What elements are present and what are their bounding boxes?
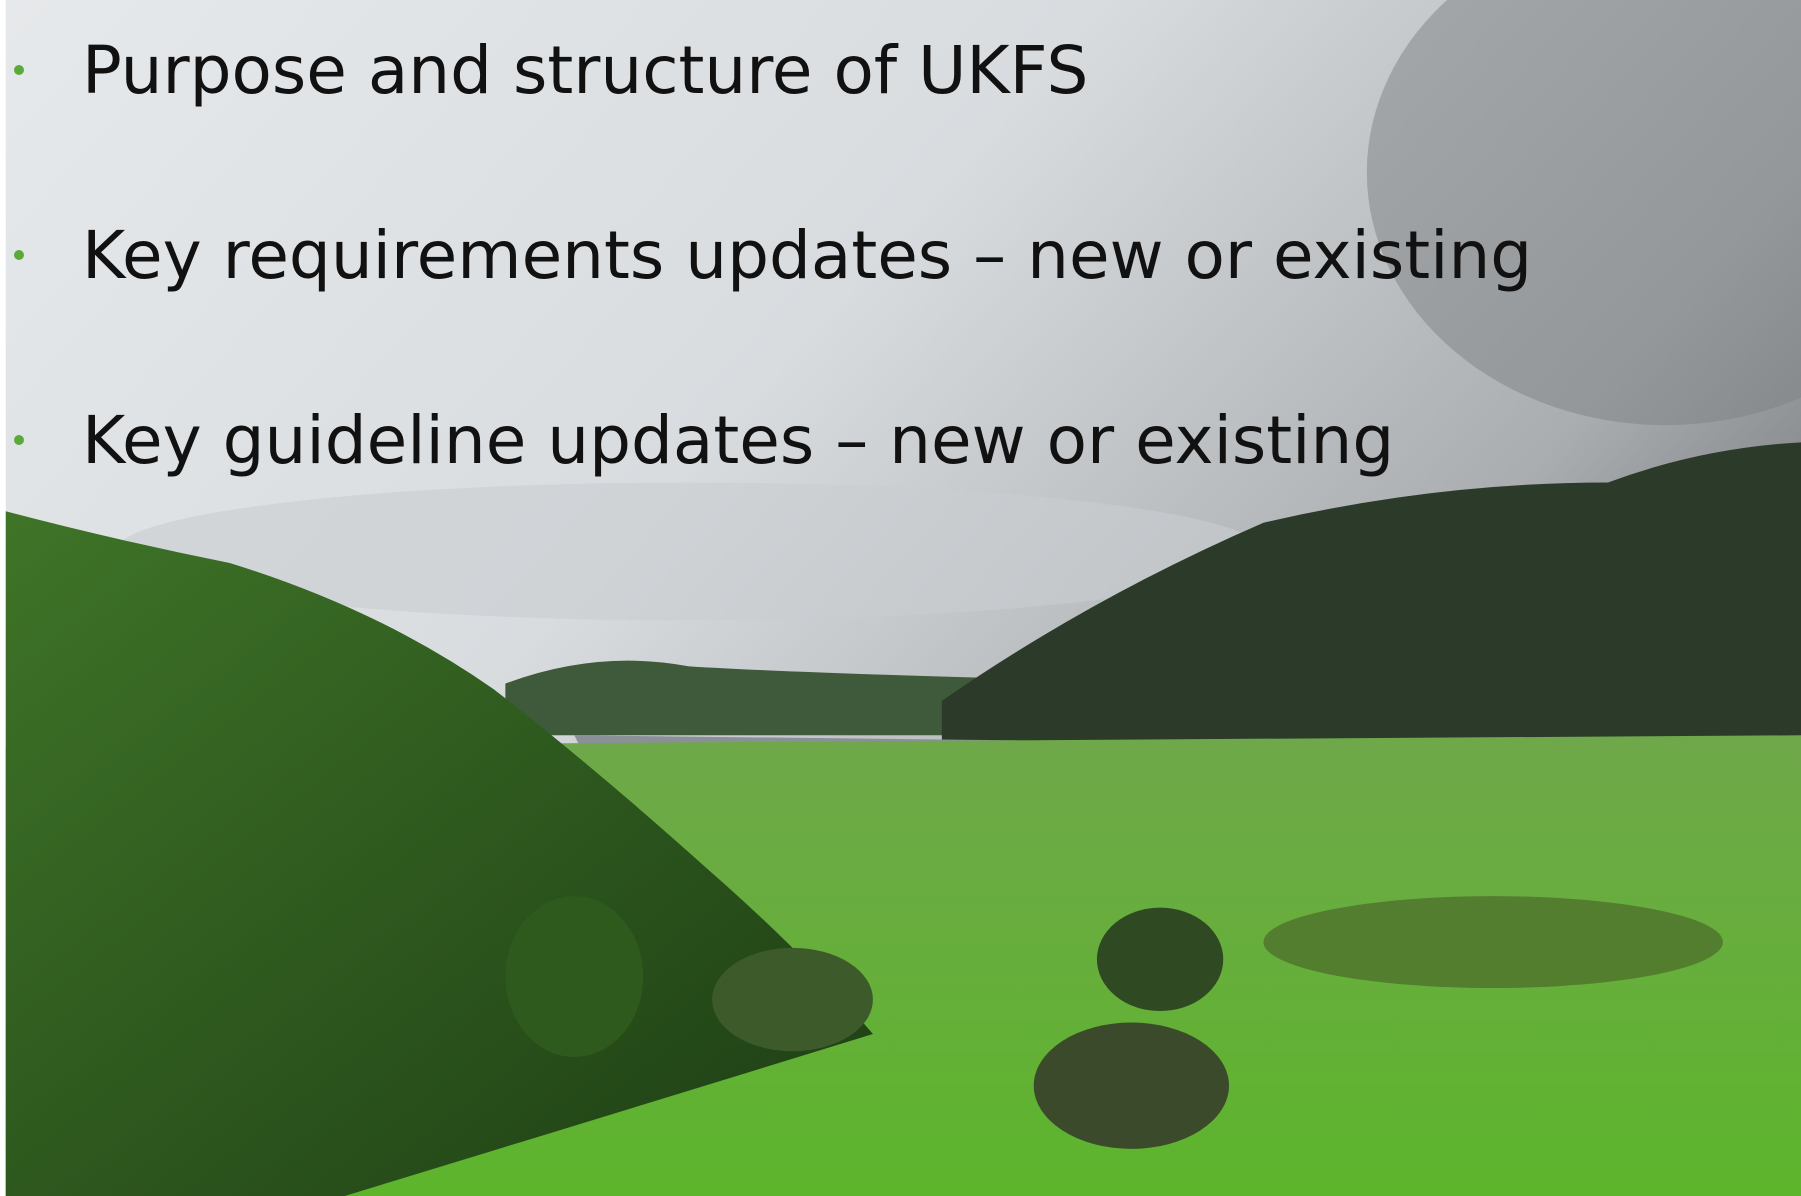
bullet-dot	[14, 65, 24, 75]
bullet-item: Key guideline updates – new or existing	[14, 395, 1394, 485]
bullet-text: Key guideline updates – new or existing	[82, 402, 1394, 479]
landscape-photo	[0, 0, 1801, 1196]
bullet-item: Key requirements updates – new or existi…	[14, 210, 1532, 300]
bullet-text: Purpose and structure of UKFS	[82, 32, 1088, 109]
bullet-dot	[14, 250, 24, 260]
bullet-item: Purpose and structure of UKFS	[14, 25, 1088, 115]
bullet-dot	[14, 435, 24, 445]
slide: Purpose and structure of UKFS Key requir…	[0, 0, 1801, 1196]
bullet-text: Key requirements updates – new or existi…	[82, 217, 1532, 294]
